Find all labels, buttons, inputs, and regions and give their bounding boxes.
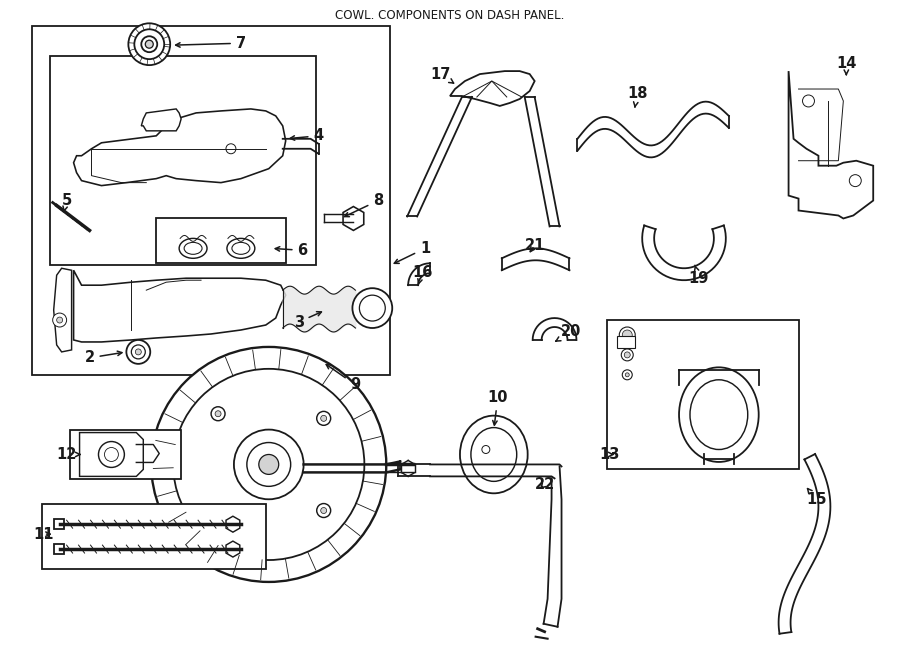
Text: 10: 10 [488, 390, 508, 425]
Polygon shape [141, 109, 181, 131]
Polygon shape [343, 206, 364, 231]
Text: 13: 13 [599, 447, 619, 462]
Polygon shape [788, 71, 873, 219]
Circle shape [850, 175, 861, 186]
Text: 19: 19 [688, 265, 709, 286]
Bar [608, 320, 798, 469]
Circle shape [803, 95, 815, 107]
Circle shape [57, 317, 63, 323]
Circle shape [141, 36, 158, 52]
Circle shape [215, 410, 221, 416]
Circle shape [212, 407, 225, 420]
Polygon shape [54, 268, 72, 352]
Circle shape [625, 352, 630, 358]
Ellipse shape [184, 243, 202, 254]
Circle shape [173, 369, 364, 560]
Circle shape [135, 349, 141, 355]
Text: 18: 18 [627, 87, 647, 107]
Circle shape [320, 415, 327, 421]
Bar [32, 26, 391, 375]
Circle shape [353, 288, 392, 328]
Text: 8: 8 [345, 193, 383, 217]
Ellipse shape [679, 368, 759, 462]
Polygon shape [226, 541, 239, 557]
Text: 9: 9 [326, 364, 361, 392]
Circle shape [98, 442, 124, 467]
Text: 17: 17 [430, 67, 454, 83]
Ellipse shape [690, 380, 748, 449]
Circle shape [226, 144, 236, 154]
Circle shape [619, 327, 635, 343]
Circle shape [259, 455, 279, 475]
Text: 5: 5 [61, 193, 72, 212]
Circle shape [320, 508, 327, 514]
Circle shape [622, 330, 632, 340]
Circle shape [247, 442, 291, 486]
Circle shape [626, 373, 629, 377]
Text: 12: 12 [57, 447, 80, 462]
Ellipse shape [232, 243, 250, 254]
Circle shape [129, 23, 170, 65]
Polygon shape [79, 432, 143, 477]
Circle shape [104, 447, 119, 461]
Circle shape [212, 508, 225, 522]
Text: 14: 14 [836, 56, 857, 75]
Circle shape [317, 411, 330, 425]
Circle shape [151, 347, 386, 582]
Circle shape [53, 313, 67, 327]
Polygon shape [450, 71, 535, 106]
Bar [617, 336, 635, 348]
Text: 6: 6 [275, 243, 308, 258]
Polygon shape [74, 270, 285, 342]
Bar [41, 504, 266, 569]
Polygon shape [226, 516, 239, 532]
Ellipse shape [227, 239, 255, 258]
Text: 2: 2 [85, 350, 122, 366]
Ellipse shape [460, 416, 527, 493]
Text: 20: 20 [555, 325, 581, 341]
Circle shape [621, 349, 634, 361]
Text: COWL. COMPONENTS ON DASH PANEL.: COWL. COMPONENTS ON DASH PANEL. [336, 9, 564, 22]
Bar [50, 56, 316, 265]
Text: 4: 4 [290, 128, 324, 143]
Ellipse shape [471, 428, 517, 481]
Text: 15: 15 [806, 488, 827, 507]
Polygon shape [74, 109, 285, 186]
Circle shape [134, 29, 164, 59]
Text: 22: 22 [535, 477, 554, 492]
Circle shape [145, 40, 153, 48]
Bar [157, 219, 285, 263]
Circle shape [317, 504, 330, 518]
Circle shape [359, 295, 385, 321]
Text: 11: 11 [33, 527, 54, 541]
Circle shape [622, 370, 632, 380]
Circle shape [234, 430, 303, 499]
Circle shape [215, 512, 221, 518]
Bar [54, 519, 64, 529]
Text: 3: 3 [293, 312, 321, 330]
Text: 21: 21 [525, 238, 544, 253]
Text: 1: 1 [394, 241, 430, 263]
Ellipse shape [179, 239, 207, 258]
Circle shape [126, 340, 150, 364]
Text: 7: 7 [176, 36, 246, 51]
Bar [69, 430, 181, 479]
Text: 16: 16 [412, 265, 432, 285]
Circle shape [482, 446, 490, 453]
Bar [54, 544, 64, 554]
Circle shape [131, 345, 145, 359]
